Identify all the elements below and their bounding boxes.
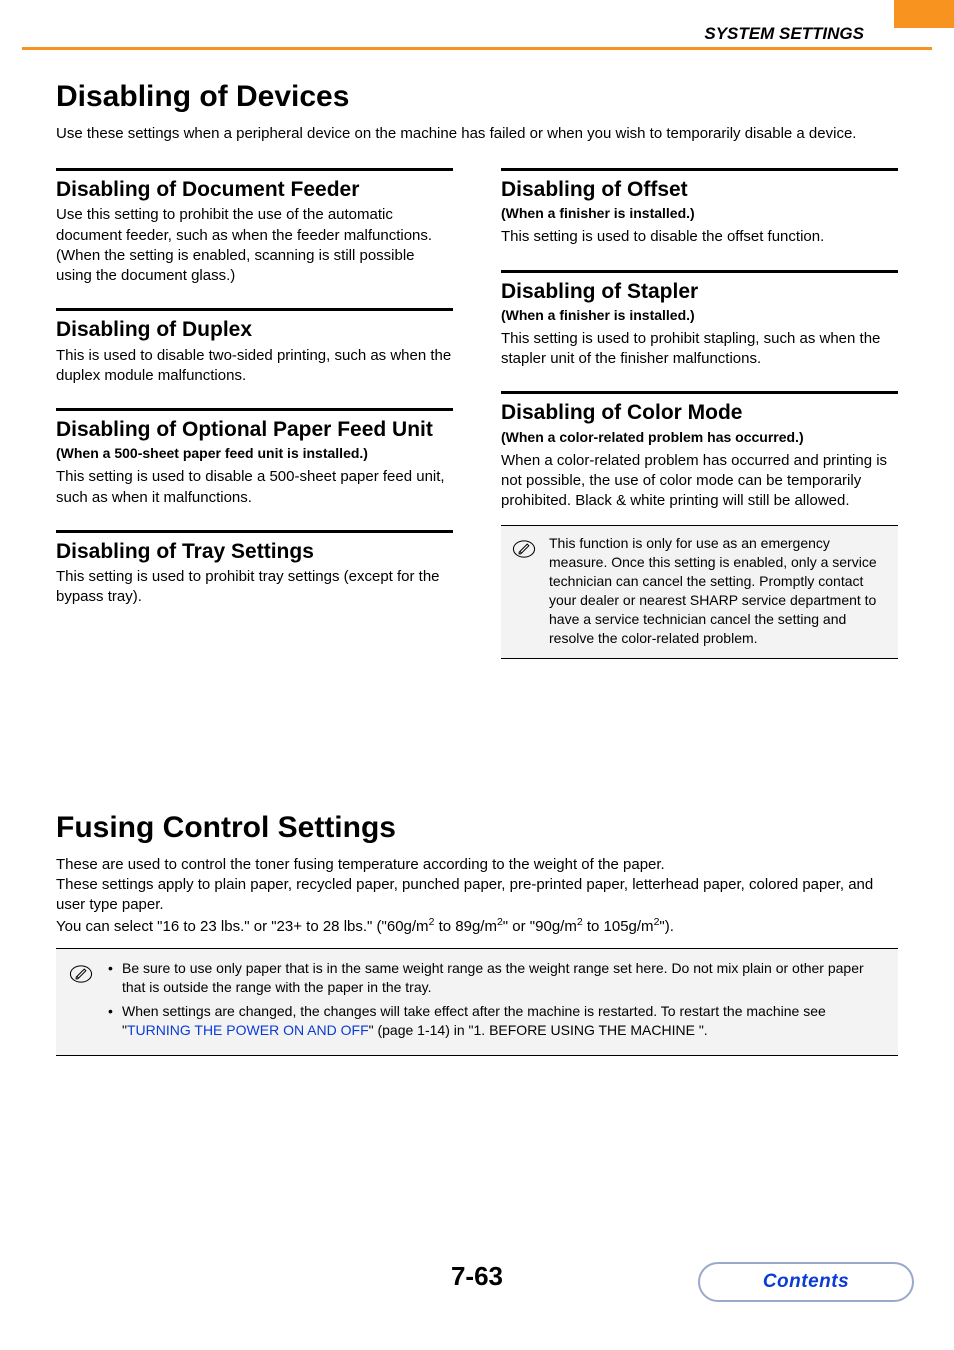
subsection-subtitle: (When a color-related problem has occurr… <box>501 429 898 445</box>
subsection-body: This setting is used to prohibit staplin… <box>501 329 898 370</box>
subsection-body: This setting is used to prohibit tray se… <box>56 567 453 608</box>
link-power-on-off[interactable]: TURNING THE POWER ON AND OFF <box>127 1022 369 1038</box>
subsection-heading: Disabling of Stapler <box>501 279 898 304</box>
subsection-document-feeder: Disabling of Document Feeder Use this se… <box>56 168 453 286</box>
contents-button[interactable]: Contents <box>698 1262 914 1302</box>
subsection-heading: Disabling of Document Feeder <box>56 177 453 202</box>
subsection-body: This setting is used to disable the offs… <box>501 227 898 247</box>
subsection-optional-paper-feed: Disabling of Optional Paper Feed Unit (W… <box>56 408 453 508</box>
pencil-note-icon <box>511 534 537 567</box>
subsection-duplex: Disabling of Duplex This is used to disa… <box>56 308 453 386</box>
header-accent-tab <box>894 0 954 28</box>
note-box: This function is only for use as an emer… <box>501 525 898 658</box>
subsection-body: This is used to disable two-sided printi… <box>56 346 453 387</box>
note-bullet-2: When settings are changed, the changes w… <box>108 1002 886 1041</box>
subsection-tray-settings: Disabling of Tray Settings This setting … <box>56 530 453 608</box>
subsection-subtitle: (When a finisher is installed.) <box>501 205 898 221</box>
fusing-p1: These are used to control the toner fusi… <box>56 855 898 875</box>
subsection-subtitle: (When a finisher is installed.) <box>501 307 898 323</box>
section-title-fusing: Fusing Control Settings <box>56 811 898 845</box>
subsection-stapler: Disabling of Stapler (When a finisher is… <box>501 270 898 370</box>
subsection-color-mode: Disabling of Color Mode (When a color-re… <box>501 391 898 658</box>
subsection-heading: Disabling of Tray Settings <box>56 539 453 564</box>
section-title-disabling: Disabling of Devices <box>56 80 898 114</box>
subsection-subtitle: (When a 500-sheet paper feed unit is ins… <box>56 445 453 461</box>
subsection-heading: Disabling of Color Mode <box>501 400 898 425</box>
note-bullet-1: Be sure to use only paper that is in the… <box>108 959 886 998</box>
subsection-heading: Disabling of Offset <box>501 177 898 202</box>
note-box-fusing: Be sure to use only paper that is in the… <box>56 948 898 1056</box>
subsection-heading: Disabling of Optional Paper Feed Unit <box>56 417 453 442</box>
subsection-offset: Disabling of Offset (When a finisher is … <box>501 168 898 247</box>
header-title: SYSTEM SETTINGS <box>704 24 864 44</box>
fusing-p3: You can select "16 to 23 lbs." or "23+ t… <box>56 915 898 937</box>
subsection-body: This setting is used to disable a 500-sh… <box>56 467 453 508</box>
pencil-note-icon <box>68 959 94 992</box>
section-intro: Use these settings when a peripheral dev… <box>56 124 898 144</box>
subsection-body: Use this setting to prohibit the use of … <box>56 205 453 286</box>
subsection-heading: Disabling of Duplex <box>56 317 453 342</box>
subsection-body: When a color-related problem has occurre… <box>501 451 898 512</box>
header-rule <box>22 47 932 50</box>
fusing-p2: These settings apply to plain paper, rec… <box>56 875 898 916</box>
note-text: This function is only for use as an emer… <box>549 534 888 647</box>
